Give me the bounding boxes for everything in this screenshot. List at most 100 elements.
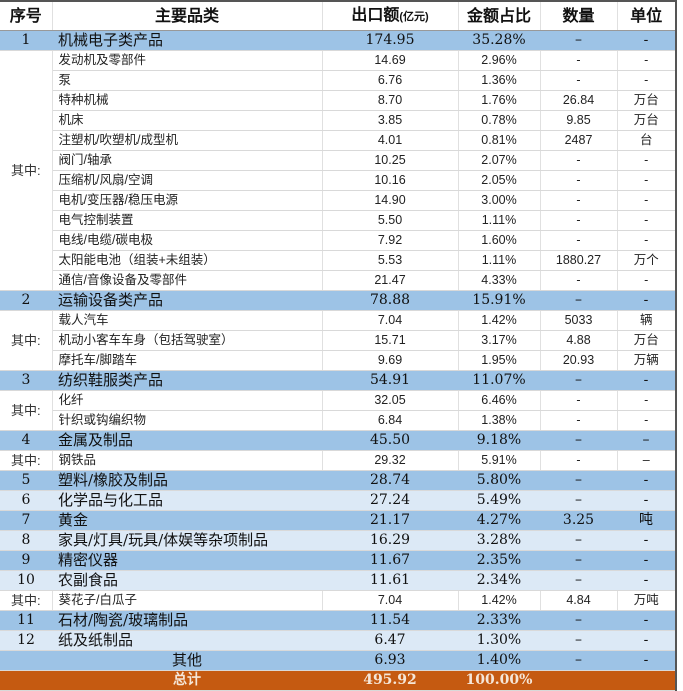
category-no: 1 bbox=[0, 30, 52, 51]
category-value: 54.91 bbox=[322, 370, 458, 391]
sub-item-value: 15.71 bbox=[322, 330, 459, 351]
sub-item-row: 电机/变压器/稳压电源 14.90 3.00% - - bbox=[0, 190, 677, 211]
category-unit: - bbox=[617, 550, 676, 571]
sub-item-unit: – bbox=[617, 450, 677, 471]
sub-item-row: 其中: 载人汽车 7.04 1.42% 5033 辆 bbox=[0, 310, 677, 371]
sub-item-unit: - bbox=[617, 150, 677, 171]
category-share: 5.80% bbox=[458, 470, 540, 491]
sub-item-row: 压缩机/风扇/空调 10.16 2.05% - - bbox=[0, 170, 677, 191]
category-qty: – bbox=[540, 570, 617, 591]
category-unit: - bbox=[617, 530, 676, 551]
sub-item-unit: - bbox=[617, 390, 677, 411]
total-share: 100.00% bbox=[458, 670, 540, 691]
category-qty: – bbox=[540, 490, 617, 511]
other-no bbox=[0, 650, 52, 671]
category-share: 35.28% bbox=[458, 30, 540, 51]
sub-item-row: 通信/音像设备及零部件 21.47 4.33% - - bbox=[0, 270, 677, 291]
sub-item-name: 阀门/轴承 bbox=[52, 150, 323, 171]
category-name: 运输设备类产品 bbox=[52, 290, 322, 311]
category-value: 21.17 bbox=[322, 510, 458, 531]
sub-item-name: 泵 bbox=[52, 70, 323, 91]
category-name: 金属及制品 bbox=[52, 430, 322, 451]
sub-item-row: 其中: 葵花子/白瓜子 7.04 1.42% 4.84 万吨 bbox=[0, 590, 677, 611]
category-unit: - bbox=[617, 290, 676, 311]
category-row: 7 黄金 21.17 4.27% 3.25 吨 bbox=[0, 510, 676, 531]
header-value-label: 出口额 bbox=[351, 6, 400, 24]
sub-item-unit: - bbox=[617, 270, 677, 291]
sub-item-name: 注塑机/吹塑机/成型机 bbox=[52, 130, 323, 151]
category-value: 28.74 bbox=[322, 470, 458, 491]
sub-item-share: 3.00% bbox=[458, 190, 541, 211]
sub-item-name: 钢铁品 bbox=[52, 450, 323, 471]
sub-item-unit: 万台 bbox=[617, 90, 677, 111]
category-value: 11.61 bbox=[322, 570, 458, 591]
sub-item-share: 6.46% bbox=[458, 390, 541, 411]
sub-item-qty: - bbox=[540, 390, 618, 411]
sub-item-name: 太阳能电池（组装+未组装） bbox=[52, 250, 323, 271]
sub-item-value: 10.16 bbox=[322, 170, 459, 191]
sub-item-value: 7.92 bbox=[322, 230, 459, 251]
sub-item-share: 1.36% bbox=[458, 70, 541, 91]
category-name: 机械电子类产品 bbox=[52, 30, 322, 51]
sub-item-row: 阀门/轴承 10.25 2.07% - - bbox=[0, 150, 677, 171]
sub-item-value: 8.70 bbox=[322, 90, 459, 111]
sub-item-qty: - bbox=[540, 450, 618, 471]
sub-label: 其中: bbox=[0, 450, 53, 471]
sub-item-share: 0.81% bbox=[458, 130, 541, 151]
sub-item-unit: 万个 bbox=[617, 250, 677, 271]
sub-item-qty: 9.85 bbox=[540, 110, 618, 131]
sub-item-unit: 万台 bbox=[617, 110, 677, 131]
category-no: 7 bbox=[0, 510, 52, 531]
category-qty: – bbox=[540, 370, 617, 391]
sub-item-name: 摩托车/脚踏车 bbox=[52, 350, 323, 371]
category-value: 11.67 bbox=[322, 550, 458, 571]
sub-item-value: 3.85 bbox=[322, 110, 459, 131]
sub-item-value: 14.90 bbox=[322, 190, 459, 211]
category-share: 2.33% bbox=[458, 610, 540, 631]
sub-item-name: 通信/音像设备及零部件 bbox=[52, 270, 323, 291]
sub-item-name: 电线/电缆/碳电极 bbox=[52, 230, 323, 251]
header-category: 主要品类 bbox=[52, 0, 323, 31]
sub-item-row: 机动小客车车身（包括驾驶室） 15.71 3.17% 4.88 万台 bbox=[0, 330, 677, 351]
category-unit: - bbox=[617, 610, 676, 631]
sub-item-share: 1.11% bbox=[458, 250, 541, 271]
category-name: 化学品与化工品 bbox=[52, 490, 322, 511]
other-unit: - bbox=[617, 650, 676, 671]
sub-item-value: 7.04 bbox=[322, 590, 459, 611]
category-row: 1 机械电子类产品 174.95 35.28% – - bbox=[0, 30, 676, 51]
total-name: 总计 bbox=[52, 670, 322, 691]
category-share: 15.91% bbox=[458, 290, 540, 311]
sub-item-qty: 1880.27 bbox=[540, 250, 618, 271]
sub-item-qty: 20.93 bbox=[540, 350, 618, 371]
sub-item-value: 7.04 bbox=[322, 310, 459, 331]
sub-item-row: 泵 6.76 1.36% - - bbox=[0, 70, 677, 91]
category-unit: - bbox=[617, 370, 676, 391]
sub-item-unit: 万台 bbox=[617, 330, 677, 351]
category-no: 8 bbox=[0, 530, 52, 551]
category-value: 6.47 bbox=[322, 630, 458, 651]
sub-item-unit: - bbox=[617, 230, 677, 251]
category-no: 9 bbox=[0, 550, 52, 571]
category-row: 11 石材/陶瓷/玻璃制品 11.54 2.33% – - bbox=[0, 610, 676, 631]
sub-item-share: 1.42% bbox=[458, 310, 541, 331]
category-share: 5.49% bbox=[458, 490, 540, 511]
sub-item-share: 1.60% bbox=[458, 230, 541, 251]
sub-item-qty: - bbox=[540, 150, 618, 171]
sub-item-share: 3.17% bbox=[458, 330, 541, 351]
sub-item-name: 载人汽车 bbox=[52, 310, 323, 331]
category-qty: – bbox=[540, 430, 617, 451]
category-qty: – bbox=[540, 30, 617, 51]
header-no: 序号 bbox=[0, 0, 53, 31]
sub-item-value: 21.47 bbox=[322, 270, 459, 291]
header-value: 出口额(亿元) bbox=[322, 0, 459, 31]
category-qty: 3.25 bbox=[540, 510, 617, 531]
sub-item-value: 9.69 bbox=[322, 350, 459, 371]
sub-item-value: 29.32 bbox=[322, 450, 459, 471]
header-unit: 单位 bbox=[617, 0, 677, 31]
other-value: 6.93 bbox=[322, 650, 458, 671]
sub-item-unit: - bbox=[617, 70, 677, 91]
sub-item-row: 太阳能电池（组装+未组装） 5.53 1.11% 1880.27 万个 bbox=[0, 250, 677, 271]
total-value: 495.92 bbox=[322, 670, 458, 691]
sub-label: 其中: bbox=[0, 50, 53, 291]
sub-item-name: 葵花子/白瓜子 bbox=[52, 590, 323, 611]
